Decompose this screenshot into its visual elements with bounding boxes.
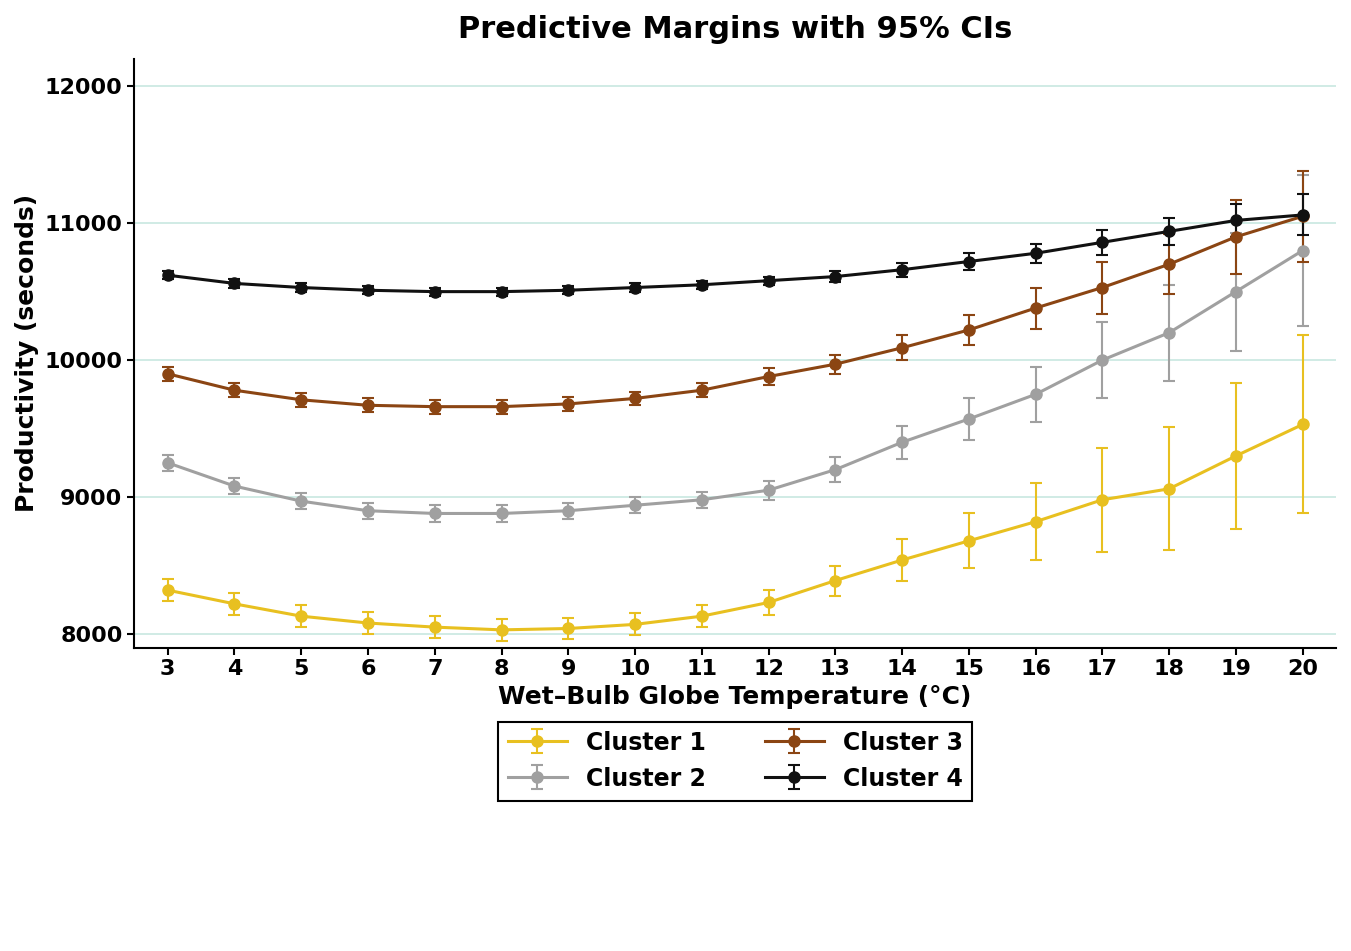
Y-axis label: Productivity (seconds): Productivity (seconds) xyxy=(15,194,39,513)
Legend: Cluster 1, Cluster 2, Cluster 3, Cluster 4: Cluster 1, Cluster 2, Cluster 3, Cluster… xyxy=(499,722,971,801)
Title: Predictive Margins with 95% CIs: Predictive Margins with 95% CIs xyxy=(458,15,1012,44)
X-axis label: Wet–Bulb Globe Temperature (°C): Wet–Bulb Globe Temperature (°C) xyxy=(499,685,971,709)
